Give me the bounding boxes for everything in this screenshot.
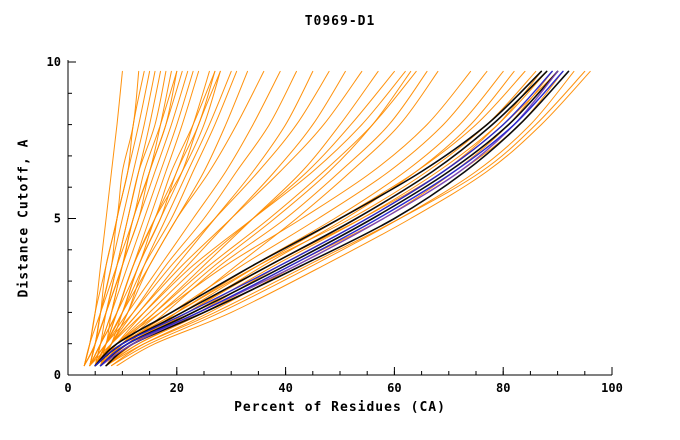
server-models-orange-curve <box>94 70 537 367</box>
x-tick-label: 80 <box>496 381 510 395</box>
x-tick-label: 60 <box>387 381 401 395</box>
x-tick-label: 20 <box>170 381 184 395</box>
server-models-orange-curve <box>116 70 591 367</box>
server-models-orange-curve <box>100 70 428 367</box>
x-axis-title: Percent of Residues (CA) <box>234 400 446 415</box>
server-models-orange-curve <box>94 70 395 367</box>
server-models-orange-curve <box>89 70 330 367</box>
server-models-orange-curve <box>83 70 151 367</box>
x-tick-label: 40 <box>278 381 292 395</box>
chart-title: T0969-D1 <box>304 14 376 29</box>
server-models-orange-curve <box>94 70 167 367</box>
server-models-orange-curve <box>94 70 472 367</box>
server-models-orange-curve <box>105 70 586 367</box>
server-models-orange-curve <box>100 70 346 367</box>
server-models-orange-curve <box>94 70 363 367</box>
y-tick-label: 0 <box>54 368 61 382</box>
server-models-orange-curve <box>105 70 439 367</box>
server-models-orange-curve <box>105 70 515 367</box>
server-models-orange-curve <box>100 70 526 367</box>
y-tick-label: 5 <box>54 212 61 226</box>
y-tick-label: 10 <box>47 55 61 69</box>
highlight-models-blue-curve <box>94 70 553 367</box>
server-models-orange-curve <box>100 70 488 367</box>
server-models-orange-curve <box>89 70 406 367</box>
selected-models-black-curve <box>94 70 543 367</box>
server-models-orange-curve <box>111 70 575 367</box>
server-models-orange-curve <box>105 70 379 367</box>
x-tick-label: 100 <box>601 381 623 395</box>
highlight-models-blue-curve <box>99 70 564 367</box>
server-models-orange-curve <box>89 70 221 367</box>
x-tick-label: 0 <box>64 381 71 395</box>
